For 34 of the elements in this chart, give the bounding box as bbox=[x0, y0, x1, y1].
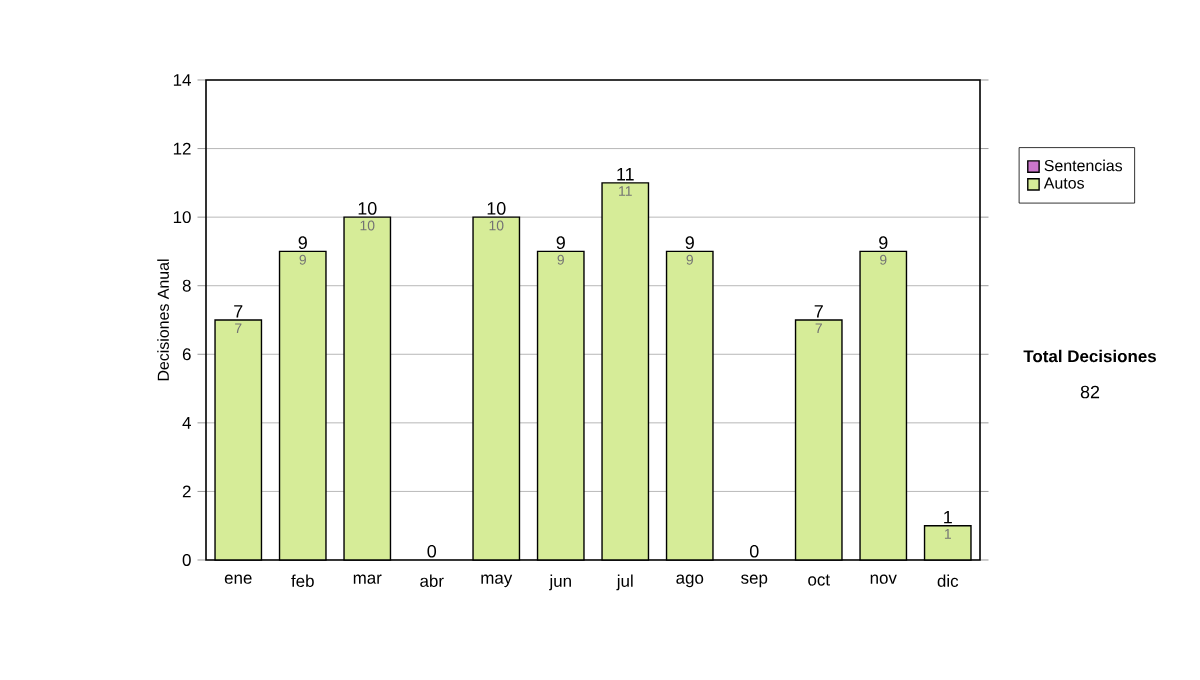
x-tick-label: ene bbox=[224, 574, 252, 584]
total-label: 10 bbox=[358, 202, 377, 215]
x-tick-label: abr bbox=[420, 574, 444, 587]
total-label: 0 bbox=[749, 544, 759, 558]
y-tick-label: 8 bbox=[182, 279, 191, 292]
total-label: 7 bbox=[234, 305, 243, 318]
total-label: 11 bbox=[617, 168, 634, 181]
x-tick-label: dic bbox=[937, 574, 959, 587]
y-tick-label: 2 bbox=[182, 485, 191, 498]
text: 82 bbox=[1080, 385, 1100, 399]
y-tick-label: 6 bbox=[182, 348, 191, 361]
text: Total Decisiones bbox=[1023, 349, 1156, 363]
y-tick-label: 10 bbox=[173, 211, 191, 224]
y-tick-label: 0 bbox=[182, 554, 191, 566]
y-tick-label: 4 bbox=[182, 417, 191, 429]
x-tick-label: may bbox=[481, 574, 513, 588]
x-tick-label: oct bbox=[808, 574, 830, 586]
total-label: 9 bbox=[298, 236, 307, 250]
x-tick-label: ago bbox=[676, 574, 704, 588]
total-label: 7 bbox=[814, 305, 823, 318]
total-label: 10 bbox=[487, 202, 506, 215]
x-tick-label: sep bbox=[741, 574, 768, 588]
x-tick-label: jun bbox=[549, 574, 571, 591]
x-tick-label: jul bbox=[616, 574, 633, 591]
y-tick-label: 12 bbox=[173, 142, 191, 155]
total-label: 0 bbox=[427, 544, 437, 558]
total-label: 9 bbox=[879, 236, 888, 250]
x-tick-label: nov bbox=[870, 574, 897, 584]
y-tick-label: 14 bbox=[173, 74, 191, 86]
x-tick-label: mar bbox=[353, 574, 382, 584]
total-label: 9 bbox=[556, 236, 565, 250]
total-label: 1 bbox=[944, 510, 952, 524]
total-label: 9 bbox=[685, 236, 694, 250]
x-tick-label: feb bbox=[291, 574, 314, 587]
